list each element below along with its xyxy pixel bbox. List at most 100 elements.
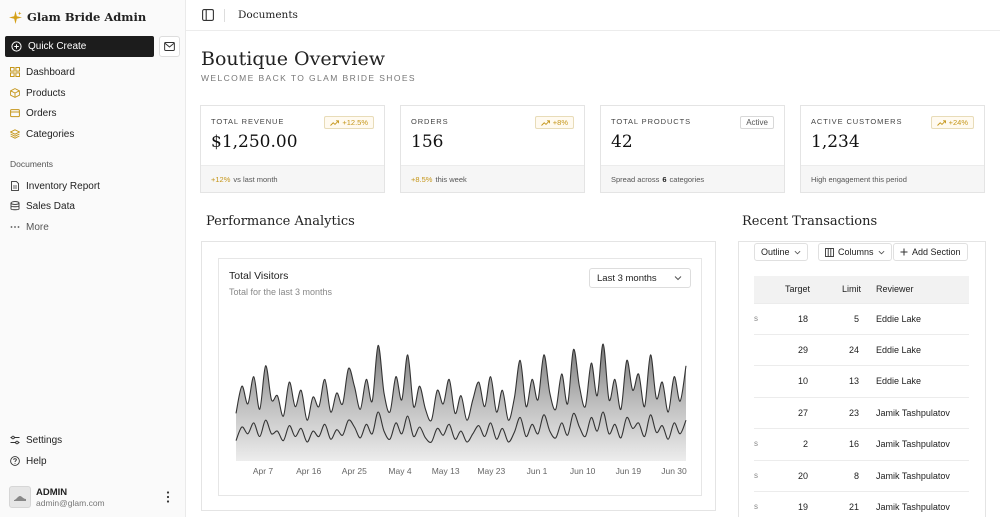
table-row[interactable]: 29 24 Eddie Lake xyxy=(754,334,969,365)
brand[interactable]: Glam Bride Admin xyxy=(9,8,146,26)
x-tick-label: Jun 30 xyxy=(661,466,687,476)
series-area-2 xyxy=(236,411,686,461)
stat-footer: +8.5% this week xyxy=(401,165,584,192)
columns-icon xyxy=(825,247,834,257)
sparkle-icon xyxy=(9,10,22,24)
cell-reviewer[interactable]: Jamik Tashpulatov xyxy=(876,408,950,418)
trend-value: +24% xyxy=(948,118,968,127)
trending-up-icon xyxy=(540,119,550,126)
cell-reviewer[interactable]: Eddie Lake xyxy=(876,376,922,386)
sidebar-item-label: Dashboard xyxy=(26,66,75,78)
stat-value: $1,250.00 xyxy=(211,132,298,152)
status-badge: Active xyxy=(740,116,774,129)
cell-reviewer[interactable]: Eddie Lake xyxy=(876,314,922,324)
add-section-label: Add Section xyxy=(912,247,961,257)
trend-badge: +12.5% xyxy=(324,116,374,129)
inbox-button[interactable] xyxy=(159,36,180,57)
cell-reviewer[interactable]: Eddie Lake xyxy=(876,345,922,355)
sidebar-item-orders[interactable]: Orders xyxy=(10,105,57,121)
dashboard-icon xyxy=(10,67,20,77)
x-tick-label: Apr 16 xyxy=(296,466,322,476)
chevron-down-icon xyxy=(674,276,682,281)
table-row[interactable]: s 20 8 Jamik Tashpulatov xyxy=(754,460,969,491)
column-header-target[interactable]: Target xyxy=(785,284,811,294)
sidebar-item-settings[interactable]: Settings xyxy=(10,432,62,448)
sidebar-item-help[interactable]: Help xyxy=(10,453,47,469)
x-tick-label: May 13 xyxy=(431,466,460,476)
row-stub: s xyxy=(754,502,758,511)
sidebar-item-categories[interactable]: Categories xyxy=(10,126,74,142)
cell-reviewer[interactable]: Jamik Tashpulatov xyxy=(876,471,950,481)
help-icon xyxy=(10,456,20,466)
stat-footer-text: vs last month xyxy=(233,174,278,184)
x-tick-label: Jun 19 xyxy=(615,466,642,476)
stat-value: 42 xyxy=(611,132,633,152)
quick-create-label: Quick Create xyxy=(28,41,87,52)
sidebar-item-inventory-report[interactable]: Inventory Report xyxy=(10,178,100,194)
cell-target: 18 xyxy=(797,314,808,324)
table-row[interactable]: 10 13 Eddie Lake xyxy=(754,365,969,396)
add-section-button[interactable]: Add Section xyxy=(893,243,968,261)
table-row[interactable]: s 2 16 Jamik Tashpulatov xyxy=(754,428,969,459)
performance-section-title: Performance Analytics xyxy=(206,214,355,229)
outline-label: Outline xyxy=(761,247,790,257)
documents-heading: Documents xyxy=(10,159,53,169)
sidebar-item-label: Categories xyxy=(26,128,75,140)
quick-create-button[interactable]: Quick Create xyxy=(5,36,154,57)
cell-target: 19 xyxy=(797,502,808,512)
chart-title: Total Visitors xyxy=(229,270,289,282)
plus-circle-icon xyxy=(11,41,22,52)
column-header-limit[interactable]: Limit xyxy=(842,284,862,294)
box-icon xyxy=(10,88,20,98)
cell-limit: 24 xyxy=(848,345,859,355)
stat-label: TOTAL PRODUCTS xyxy=(611,117,691,126)
mail-icon xyxy=(164,42,175,51)
kebab-menu-icon[interactable] xyxy=(165,490,171,504)
outline-select[interactable]: Outline xyxy=(754,243,808,261)
chart-subtitle: Total for the last 3 months xyxy=(229,287,333,297)
cell-reviewer[interactable]: Jamik Tashpulatov xyxy=(876,502,950,512)
sidebar-toggle-icon[interactable] xyxy=(202,9,214,21)
stat-footer-count: 6 xyxy=(662,174,667,184)
plus-icon xyxy=(900,248,908,256)
transactions-section-title: Recent Transactions xyxy=(742,214,878,229)
cell-target: 2 xyxy=(802,439,808,449)
table-row[interactable]: s 18 5 Eddie Lake xyxy=(754,303,969,334)
user-name: ADMIN xyxy=(36,487,68,498)
sidebar: Glam Bride Admin Quick Create Dashboard … xyxy=(0,0,186,517)
cell-limit: 16 xyxy=(848,439,859,449)
table-row[interactable]: 27 23 Jamik Tashpulatov xyxy=(754,397,969,428)
x-tick-label: Apr 7 xyxy=(252,466,274,476)
sidebar-item-dashboard[interactable]: Dashboard xyxy=(10,64,75,80)
cell-limit: 23 xyxy=(848,408,859,418)
shoe-logo-icon xyxy=(14,496,26,501)
column-header-reviewer[interactable]: Reviewer xyxy=(876,284,914,294)
trend-value: +12.5% xyxy=(342,118,368,127)
range-select[interactable]: Last 3 months xyxy=(589,268,691,288)
cell-reviewer[interactable]: Jamik Tashpulatov xyxy=(876,439,950,449)
sidebar-item-sales-data[interactable]: Sales Data xyxy=(10,198,75,214)
x-tick-label: Apr 25 xyxy=(341,466,367,476)
transactions-panel: Outline Columns Add Section Target Limit… xyxy=(738,241,986,517)
stat-card-revenue: TOTAL REVENUE $1,250.00 +12.5% +12% vs l… xyxy=(200,105,385,193)
page-title: Boutique Overview xyxy=(201,48,385,70)
table-row[interactable]: s 19 21 Jamik Tashpulatov xyxy=(754,491,969,517)
stat-value: 1,234 xyxy=(811,132,860,152)
user-menu[interactable]: ADMIN admin@glam.com xyxy=(9,486,179,510)
stat-value: 156 xyxy=(411,132,444,152)
page-subtitle: WELCOME BACK TO GLAM BRIDE SHOES xyxy=(201,73,416,83)
chevron-down-icon xyxy=(878,250,884,254)
sidebar-item-label: Inventory Report xyxy=(26,180,100,192)
sidebar-item-products[interactable]: Products xyxy=(10,85,65,101)
x-tick-label: Jun 1 xyxy=(526,466,548,476)
sidebar-item-more[interactable]: More xyxy=(10,219,49,235)
cell-target: 27 xyxy=(797,408,808,418)
visitors-chart-card: Total Visitors Total for the last 3 mont… xyxy=(218,258,702,496)
stat-footer-text: Spread across xyxy=(611,174,660,184)
table-header: Target Limit Reviewer xyxy=(754,276,969,303)
layers-icon xyxy=(10,129,20,139)
cell-limit: 13 xyxy=(848,376,859,386)
avatar xyxy=(9,486,31,508)
columns-button[interactable]: Columns xyxy=(818,243,892,261)
more-icon xyxy=(10,226,20,228)
